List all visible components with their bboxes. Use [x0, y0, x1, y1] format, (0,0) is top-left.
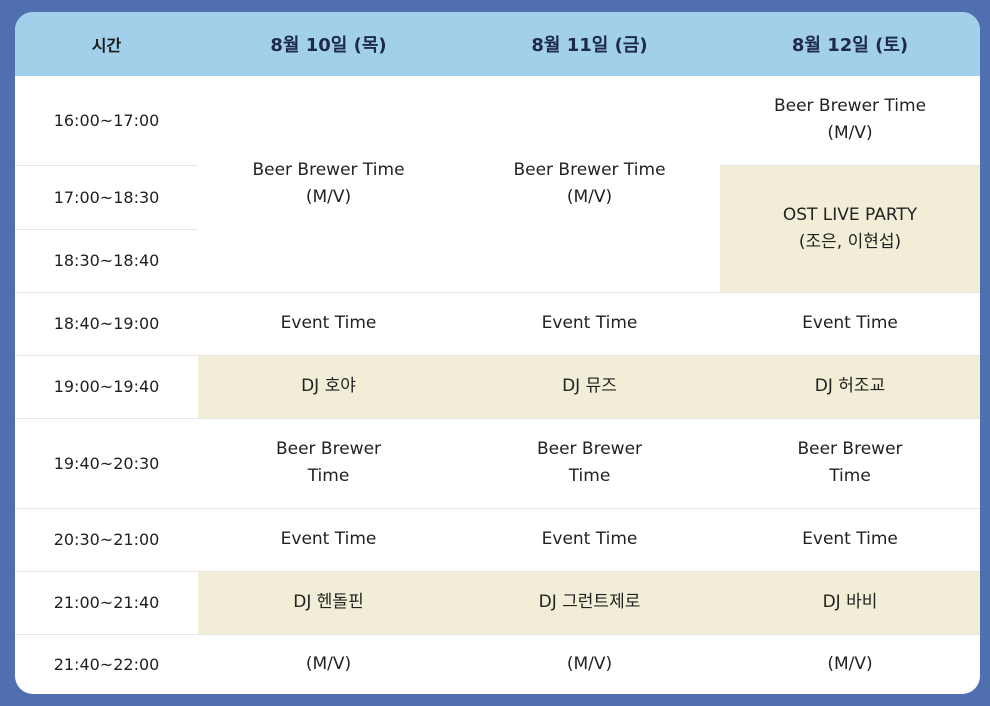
- time-slot: 18:40~19:00: [15, 292, 198, 356]
- program-cell: Event Time: [459, 292, 720, 356]
- program-title: Beer Brewer: [275, 439, 382, 459]
- schedule-card: 시간 8월 10일 (목) 8월 11일 (금) 8월 12일 (토) 16:0…: [15, 12, 980, 694]
- time-slot: 16:00~17:00: [15, 76, 198, 166]
- time-column-header: 시간: [15, 12, 198, 76]
- program-cell: DJ 호야: [198, 355, 459, 419]
- header-row: 시간 8월 10일 (목) 8월 11일 (금) 8월 12일 (토): [15, 12, 980, 76]
- table-row: 21:40~22:00 (M/V) (M/V) (M/V): [15, 634, 980, 694]
- program-subtitle: (M/V): [305, 186, 352, 207]
- schedule-table: 시간 8월 10일 (목) 8월 11일 (금) 8월 12일 (토) 16:0…: [15, 12, 980, 694]
- program-title: Beer Brewer Time: [773, 96, 927, 117]
- time-slot: 18:30~18:40: [15, 229, 198, 293]
- program-cell: (M/V): [827, 653, 873, 674]
- time-slot: 19:40~20:30: [15, 418, 198, 509]
- program-subtitle: Time: [307, 466, 350, 486]
- program-cell: Event Time: [198, 508, 459, 572]
- program-cell: (M/V): [566, 653, 613, 674]
- time-slot: 21:00~21:40: [15, 571, 198, 635]
- program-cell: (M/V): [305, 653, 352, 674]
- time-slot: 21:40~22:00: [53, 654, 160, 674]
- program-title: Beer Brewer Time: [252, 159, 405, 180]
- program-subtitle: (M/V): [566, 186, 613, 207]
- table-row: 18:30~18:40: [15, 229, 980, 293]
- time-slot: 17:00~18:30: [15, 165, 198, 230]
- program-title: Beer Brewer: [797, 439, 903, 459]
- program-cell: Beer Brewer Time: [198, 418, 459, 509]
- day-header-aug11: 8월 11일 (금): [459, 12, 720, 76]
- program-subtitle: (조은, 이현섭): [798, 231, 902, 252]
- program-cell: Event Time: [720, 508, 980, 572]
- program-cell: DJ 허조교: [720, 355, 980, 419]
- program-cell: DJ 바비: [720, 571, 980, 635]
- program-title: Beer Brewer Time: [513, 159, 666, 180]
- table-row: 18:40~19:00 Event Time Event Time Event …: [15, 292, 980, 356]
- program-subtitle: Time: [829, 466, 871, 486]
- table-row: 19:40~20:30 Beer Brewer Time Beer Brewer…: [15, 418, 980, 509]
- table-row: 19:00~19:40 DJ 호야 DJ 뮤즈 DJ 허조교: [15, 355, 980, 419]
- program-cell: Event Time: [720, 292, 980, 356]
- table-row: 21:00~21:40 DJ 헨돌핀 DJ 그런트제로 DJ 바비: [15, 571, 980, 635]
- program-cell: Beer Brewer Time: [459, 418, 720, 509]
- program-subtitle: (M/V): [827, 123, 873, 144]
- program-cell: Beer Brewer Time (M/V): [198, 76, 459, 293]
- table-row: 20:30~21:00 Event Time Event Time Event …: [15, 508, 980, 572]
- table-row: 16:00~17:00 Beer Brewer Time (M/V) Beer …: [15, 76, 980, 293]
- program-cell: DJ 헨돌핀: [198, 571, 459, 635]
- program-cell: DJ 뮤즈: [459, 355, 720, 419]
- program-cell: Beer Brewer Time: [720, 418, 980, 509]
- program-cell: Event Time: [198, 292, 459, 356]
- program-cell: DJ 그런트제로: [459, 571, 720, 635]
- program-subtitle: Time: [568, 466, 611, 486]
- program-title: OST LIVE PARTY: [782, 204, 918, 225]
- time-slot: 20:30~21:00: [15, 508, 198, 572]
- program-cell: Event Time: [459, 508, 720, 572]
- day-header-aug10: 8월 10일 (목): [198, 12, 459, 76]
- table-row: 17:00~18:30 OST LIVE PARTY (조은, 이현섭): [15, 165, 980, 293]
- time-slot: 19:00~19:40: [15, 355, 198, 419]
- program-cell: Beer Brewer Time (M/V): [459, 76, 720, 293]
- program-cell: OST LIVE PARTY (조은, 이현섭): [720, 165, 980, 293]
- day-header-aug12: 8월 12일 (토): [720, 12, 980, 76]
- program-title: Beer Brewer: [536, 439, 643, 459]
- program-cell: Beer Brewer Time (M/V): [720, 76, 980, 166]
